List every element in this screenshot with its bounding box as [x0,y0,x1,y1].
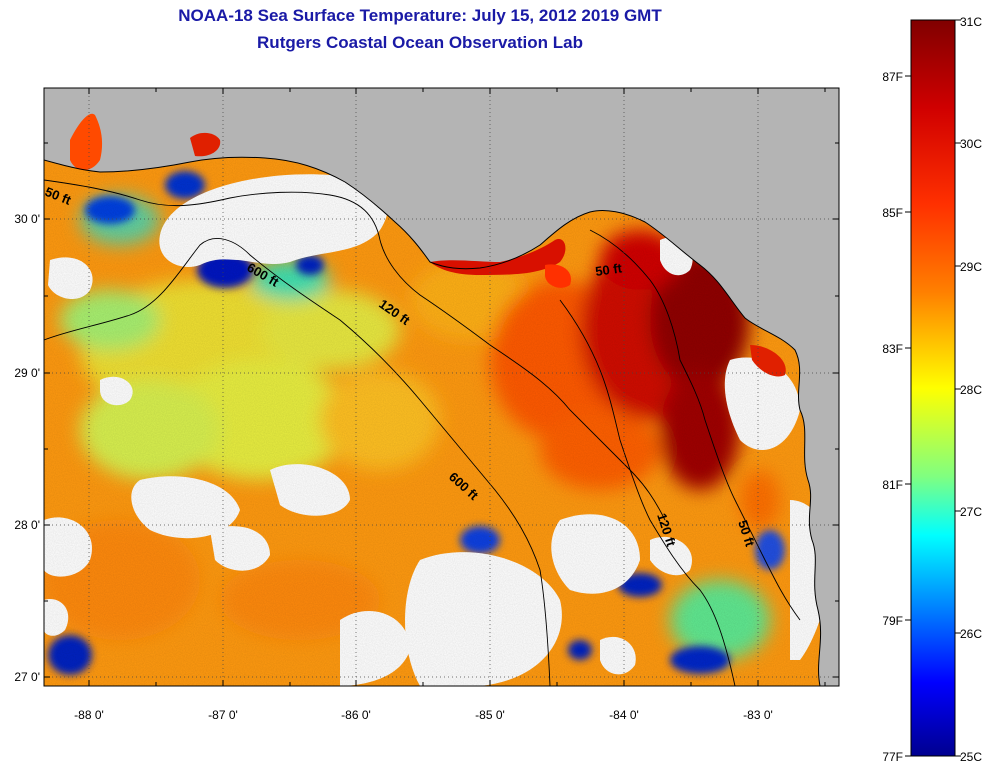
colorbar-label-77f: 77F [882,750,903,764]
colorbar-label-81f: 81F [882,478,903,492]
colorbar-ticks [905,19,961,757]
colorbar-label-83f: 83F [882,342,903,356]
contour-label-50ft-east: 50 ft [594,260,623,279]
colorbar-label-26c: 26C [960,627,982,641]
land-mass [44,88,839,686]
colorbar-label-28c: 28C [960,383,982,397]
lat-label-29: 29 0' [14,366,40,380]
lat-label-27: 27 0' [14,670,40,684]
colorbar-label-25c: 25C [960,750,982,764]
colorbar-label-87f: 87F [882,70,903,84]
lon-label-83: -83 0' [743,708,773,722]
colorbar-label-85f: 85F [882,206,903,220]
axis-ticks [44,88,839,686]
graticule [44,88,839,686]
lat-label-30: 30 0' [14,212,40,226]
colorbar-label-79f: 79F [882,614,903,628]
colorbar [910,19,956,757]
contour-50ft-east [589,229,801,621]
colorbar-label-30c: 30C [960,137,982,151]
contour-120ft-east [559,299,736,686]
lon-label-84: -84 0' [609,708,639,722]
lon-label-88: -88 0' [74,708,104,722]
map-subtitle: Rutgers Coastal Ocean Observation Lab [257,33,583,52]
contour-120ft [44,179,666,521]
map-title: NOAA-18 Sea Surface Temperature: July 15… [178,6,662,25]
coastline [44,156,822,686]
coastal-bays [70,113,786,377]
lon-label-87: -87 0' [208,708,238,722]
colorbar-label-31c: 31C [960,15,982,29]
lat-label-28: 28 0' [14,518,40,532]
isobath-contours [44,179,801,686]
colorbar-label-29c: 29C [960,260,982,274]
contour-600ft [44,238,551,686]
lon-label-85: -85 0' [475,708,505,722]
map-area: 50 ft 600 ft 120 ft 50 ft 600 ft 120 ft … [44,88,839,686]
lon-label-86: -86 0' [341,708,371,722]
map-frame [43,87,840,687]
colorbar-label-27c: 27C [960,505,982,519]
